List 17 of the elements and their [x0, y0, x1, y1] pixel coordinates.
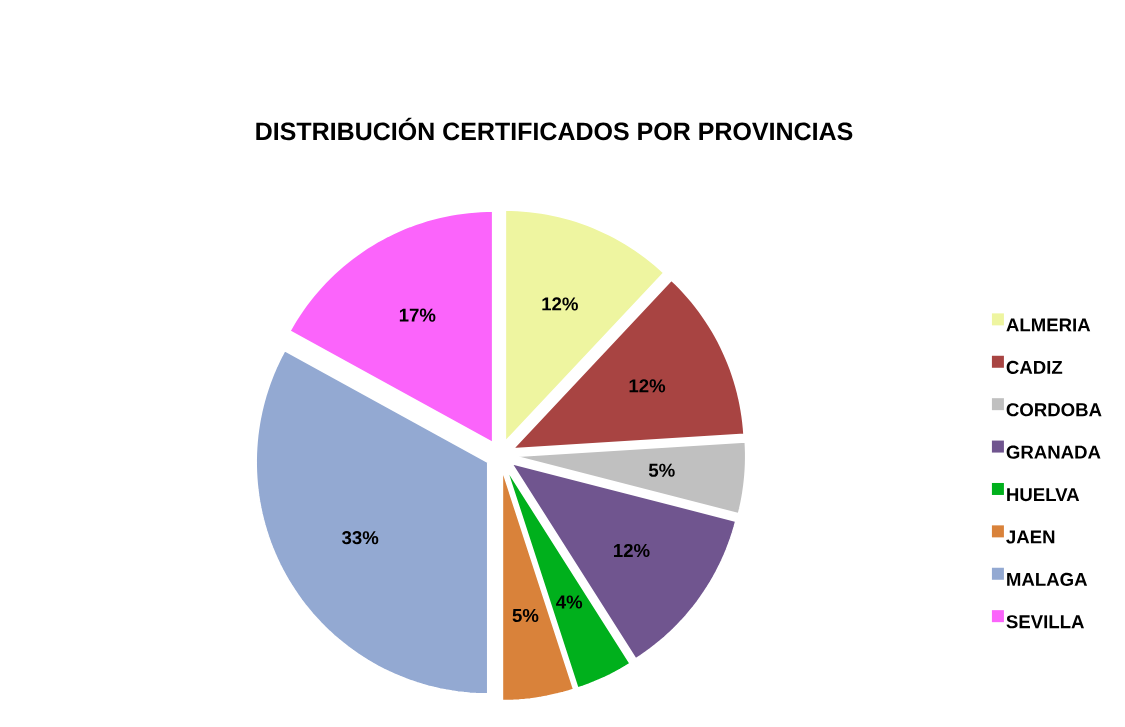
chart-title: DISTRIBUCIÓN CERTIFICADOS POR PROVINCIAS — [256, 117, 853, 141]
legend-label: SEVILLA — [1006, 615, 1084, 629]
data-label: 5% — [512, 608, 539, 623]
legend-label: JAEN — [1006, 530, 1055, 544]
data-label: 17% — [399, 308, 436, 322]
legend-label: GRANADA — [1006, 445, 1101, 459]
data-label: 12% — [542, 297, 578, 311]
legend-label: HUELVA — [1007, 488, 1080, 502]
data-label: 5% — [648, 463, 675, 477]
data-label: 4% — [556, 595, 583, 609]
data-label: 12% — [614, 543, 650, 558]
data-label: 12% — [629, 379, 666, 393]
legend-label: CADIZ — [1006, 360, 1063, 374]
legend-label: ALMERIA — [1006, 318, 1091, 332]
data-label: 33% — [341, 531, 379, 545]
legend-label: CORDOBA — [1006, 403, 1102, 417]
legend-label: MALAGA — [1007, 572, 1088, 586]
